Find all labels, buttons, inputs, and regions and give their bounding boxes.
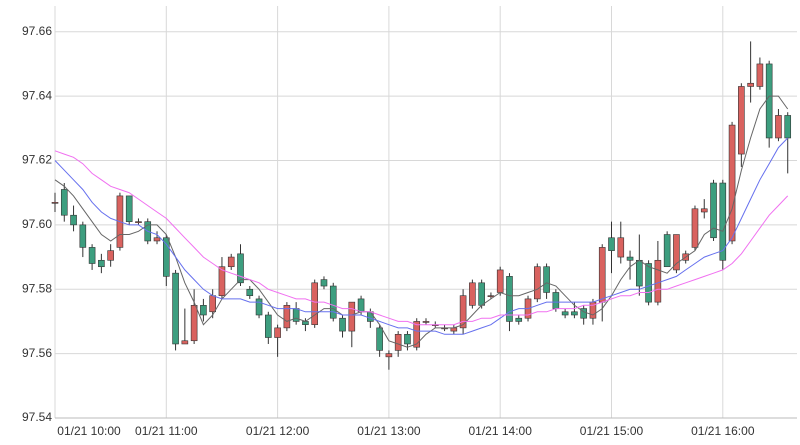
candle-body [376,327,383,351]
candle-body [172,272,179,345]
candle-body [571,311,578,316]
x-tick-label: 01/21 11:00 [135,424,198,438]
moving-average-line [54,137,789,335]
candle-body [404,334,411,345]
candle-body [487,295,495,297]
x-tick-label: 01/21 12:00 [246,424,310,438]
candle-body [459,295,467,329]
candle-body [738,86,745,155]
candle-body [367,311,374,322]
y-tick-label: 97.62 [22,153,52,167]
x-tick-label: 01/21 13:00 [357,424,421,438]
candle-body [645,263,652,303]
candle-body [209,295,216,313]
x-tick-label: 01/21 16:00 [691,424,755,438]
candle-body [255,298,263,316]
candle-body [246,288,254,296]
candle-body [756,63,764,87]
candle-body [218,266,226,296]
candle-body [636,259,643,287]
candle-body [227,256,235,268]
candle-body [163,237,170,277]
candle-body [496,269,504,293]
candle-body [515,317,523,322]
y-tick-label: 97.64 [22,88,52,102]
candle-body [385,353,393,358]
candle-body [320,279,328,287]
candle-body [765,63,773,139]
x-tick-label: 01/21 10:00 [57,424,121,438]
candle-body [700,208,708,213]
candle-body [394,334,402,351]
candle-body [125,195,133,222]
candle-body [719,182,727,261]
candle-body [107,250,114,261]
candle-body [357,298,365,313]
candle-body [413,321,421,348]
moving-average-line [54,150,789,326]
candle-body [181,340,189,345]
candle-body [274,327,281,338]
candle-body [747,82,754,87]
candle-body [663,234,671,268]
candle-body [79,224,87,248]
candle-body [626,256,634,261]
candle-body [190,305,198,342]
candle-body [283,305,291,329]
y-tick-label: 97.54 [22,410,52,424]
candle-body [153,237,161,242]
candle-body [561,311,569,316]
candle-body [135,221,142,223]
candle-body [60,189,68,216]
y-tick-label: 97.66 [22,24,52,38]
candle-body [88,247,96,264]
candle-body [237,253,244,284]
candle-body [728,124,736,242]
moving-average-line [54,95,789,348]
candle-body [617,237,625,258]
y-tick-label: 97.56 [22,346,52,360]
candle-body [784,115,792,139]
x-tick-label: 01/21 15:00 [580,424,644,438]
candle-body [292,308,300,322]
candle-body [311,282,319,325]
candle-body [70,214,77,226]
candle-body [339,317,346,332]
candle-body [469,282,476,306]
candle-body [265,314,272,338]
candle-body [654,259,662,303]
candle-body [329,285,337,319]
candle-body [580,308,587,319]
candle-body [598,247,606,303]
candle-body [710,182,717,239]
x-tick-label: 01/21 14:00 [468,424,532,438]
y-tick-label: 97.60 [22,217,52,231]
candle-body [422,321,430,323]
candle-body [506,276,513,322]
candle-body [552,292,560,309]
candle-body [691,208,699,248]
candle-body [775,115,782,139]
candle-body [533,266,541,300]
candle-body [98,259,105,268]
candle-body [200,305,207,316]
candle-body [51,202,59,204]
candle-body [478,282,485,306]
candle-body [543,266,550,293]
candle-body [608,237,615,251]
candle-body [348,301,356,332]
candle-body [673,234,680,271]
y-tick-label: 97.58 [22,281,52,295]
